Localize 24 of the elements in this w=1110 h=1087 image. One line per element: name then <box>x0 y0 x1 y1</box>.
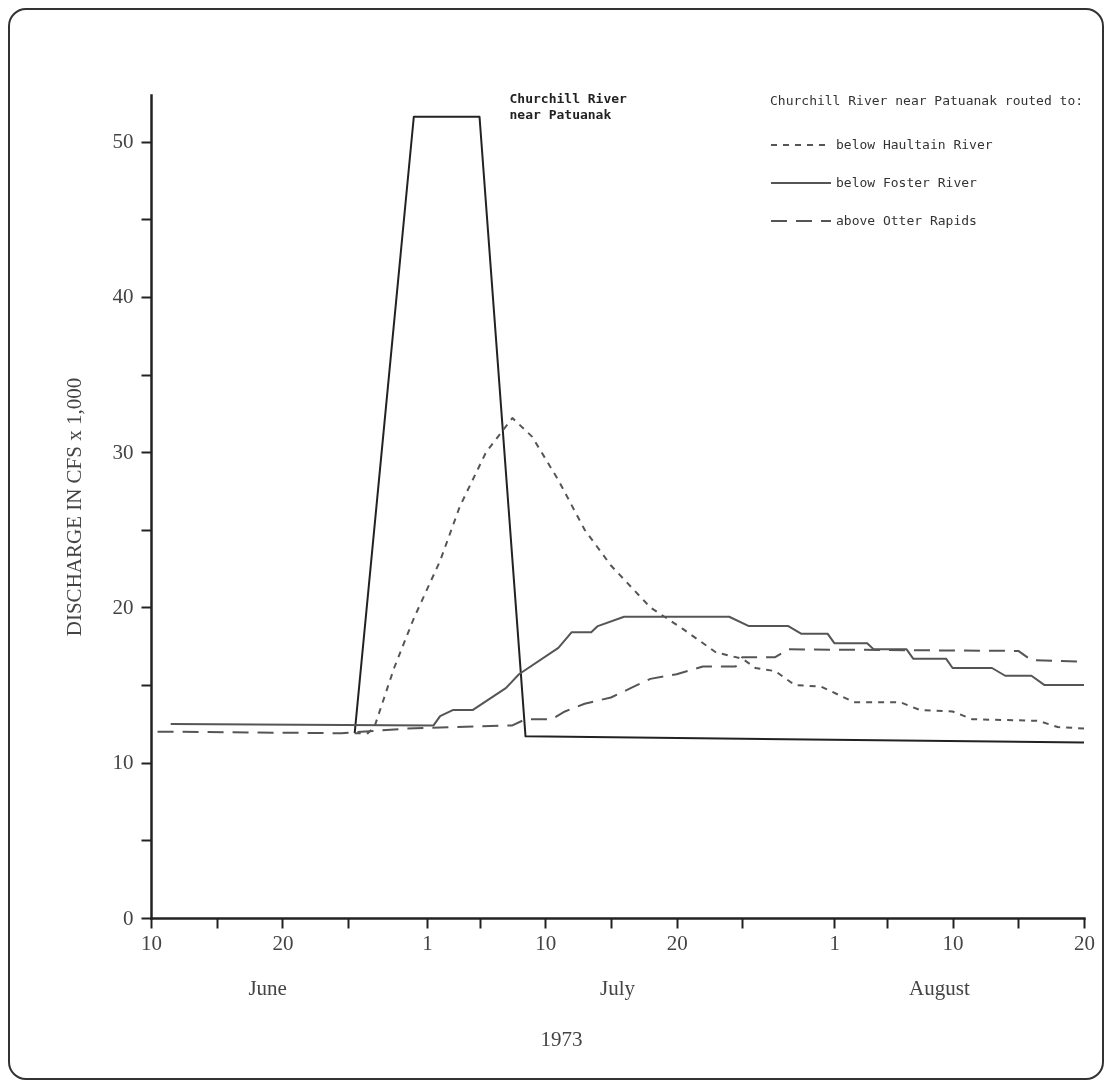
text: August <box>909 976 970 1000</box>
legend-label: below Haultain River <box>836 137 993 152</box>
x-tick-label: 1 <box>422 930 433 955</box>
x-tick-label: 1 <box>829 930 841 955</box>
y-tick-label: 0 <box>123 905 134 930</box>
y-tick-label: 20 <box>112 594 134 619</box>
x-tick-label: 10 <box>535 930 557 955</box>
text: July <box>599 976 636 1000</box>
legend-label: above Otter Rapids <box>836 213 977 228</box>
text: June <box>248 976 287 1000</box>
x-tick-label: 20 <box>666 930 688 955</box>
x-tick-label: 10 <box>942 930 964 955</box>
x-axis-title: 1973 <box>540 1026 583 1051</box>
x-tick-label: 10 <box>141 930 162 955</box>
y-tick-label: 30 <box>112 439 134 464</box>
text: Churchill River near Patuanak <box>509 91 628 122</box>
y-tick-label: 50 <box>112 129 134 154</box>
x-tick-label: 20 <box>272 930 294 955</box>
legend-title: Churchill River near Patuanak routed to: <box>770 93 1084 108</box>
y-tick-label: 10 <box>112 750 134 775</box>
y-axis-title: DISCHARGE IN CFS x 1,000 <box>61 377 86 637</box>
legend-label: below Foster River <box>836 175 978 190</box>
x-tick-label: 20 <box>1074 930 1095 955</box>
y-tick-label: 40 <box>112 284 134 309</box>
